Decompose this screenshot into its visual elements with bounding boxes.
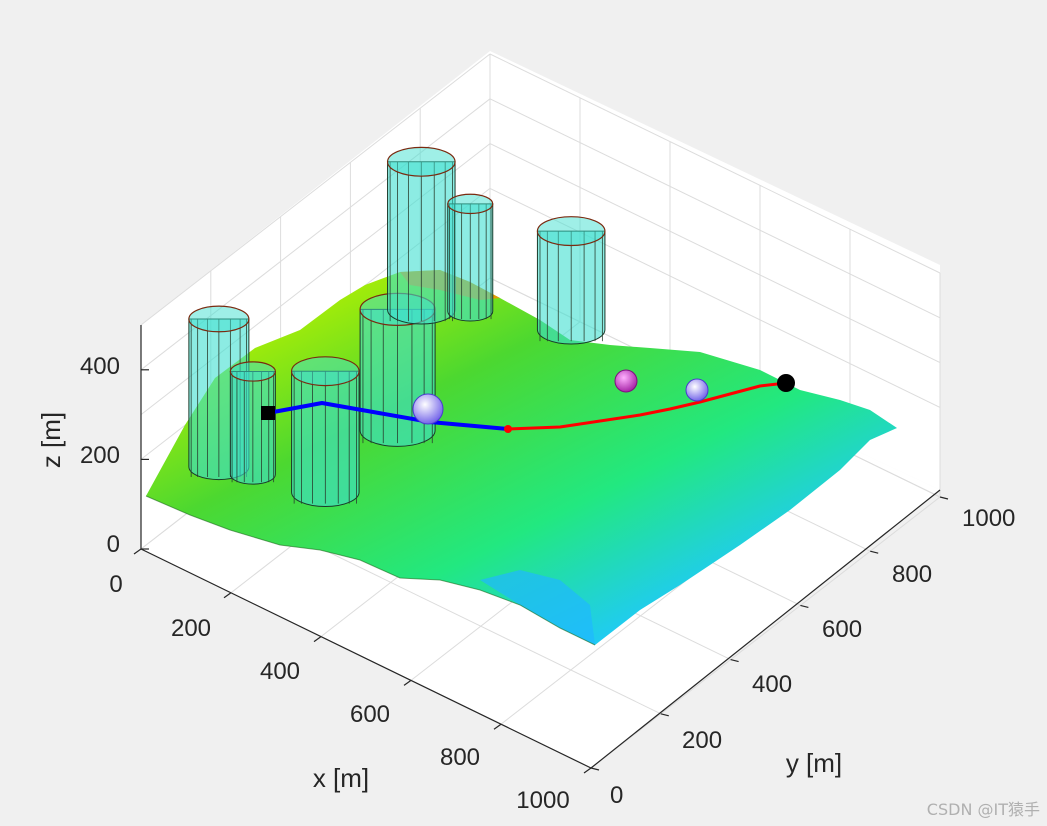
- terrain-shade: [480, 570, 595, 645]
- grid-line-z-left: [140, 53, 491, 326]
- paths: [267, 381, 787, 433]
- z-axis-label: z [m]: [36, 412, 66, 468]
- grid-line-floor-x: [590, 496, 941, 769]
- sphere-purple: [614, 369, 638, 393]
- x-tick-mark: [583, 767, 592, 774]
- y-tick-label: 200: [682, 727, 722, 754]
- y-tick-label: 400: [752, 671, 792, 698]
- back-right-pane: [490, 51, 940, 490]
- x-tick-mark: [403, 679, 412, 686]
- goal-marker: [777, 374, 795, 392]
- y-tick-label: 800: [892, 561, 932, 588]
- x-tick-label: 200: [171, 615, 211, 642]
- start-marker: [261, 406, 275, 420]
- grid-line-z-right: [489, 143, 941, 364]
- sphere-blue-2: [685, 378, 709, 402]
- y-tick-mark: [800, 604, 809, 608]
- x-tick-mark: [313, 636, 322, 643]
- waypoint-red: [504, 425, 512, 433]
- axes-box: [140, 325, 941, 769]
- x-ticks: 0 200 400 600 800 1000: [109, 571, 569, 814]
- x-tick-label: 400: [260, 658, 300, 685]
- grid-line-z-right: [489, 98, 941, 319]
- y-tick-mark: [590, 767, 600, 771]
- y-tick-mark: [870, 550, 879, 554]
- watermark: CSDN @IT猿手: [927, 800, 1040, 819]
- terrain-front-edge: [145, 495, 596, 646]
- cylinder-cap: [290, 356, 360, 387]
- cylinder-5: [386, 146, 456, 325]
- x-tick-mark: [223, 592, 232, 599]
- cylinder-cap: [447, 193, 494, 215]
- cylinder-6: [447, 193, 494, 322]
- path-blue: [267, 401, 509, 431]
- cylinder-cap: [229, 361, 276, 382]
- z-tick-label: 200: [80, 442, 120, 469]
- x-axis-label: x [m]: [313, 763, 369, 793]
- y-tick-mark: [660, 713, 669, 717]
- x-axis-line: [140, 548, 592, 769]
- y-tick-label: 0: [610, 782, 623, 809]
- obstacle-cylinders: [188, 146, 606, 508]
- z-tick-label: 0: [107, 531, 120, 558]
- y-axis-label: y [m]: [786, 748, 842, 778]
- y-tick-mark: [730, 659, 739, 663]
- cylinder-cap: [188, 305, 250, 333]
- x-tick-label: 1000: [516, 787, 569, 814]
- x-tick-label: 600: [350, 701, 390, 728]
- x-tick-mark: [493, 723, 502, 730]
- y-tick-label: 600: [822, 616, 862, 643]
- z-tick-label: 400: [80, 353, 120, 380]
- cylinder-cap: [536, 216, 606, 247]
- x-tick-mark: [133, 548, 142, 555]
- sphere-blue-1: [412, 393, 444, 425]
- spheres: [412, 369, 709, 425]
- cylinder-7: [536, 216, 606, 345]
- grid-line-z-right: [489, 53, 941, 274]
- x-tick-label: 0: [109, 571, 122, 598]
- cylinder-3: [290, 356, 360, 508]
- x-tick-label: 800: [440, 744, 480, 771]
- y-tick-mark: [939, 496, 949, 500]
- y-tick-label: 1000: [962, 505, 1015, 532]
- y-axis-line: [590, 489, 941, 769]
- y-ticks: 0 200 400 600 800 1000: [610, 505, 1015, 809]
- cylinder-cap: [386, 146, 456, 177]
- z-ticks: 0 200 400: [80, 353, 120, 558]
- path-red: [507, 381, 787, 431]
- cylinder-2: [229, 361, 276, 485]
